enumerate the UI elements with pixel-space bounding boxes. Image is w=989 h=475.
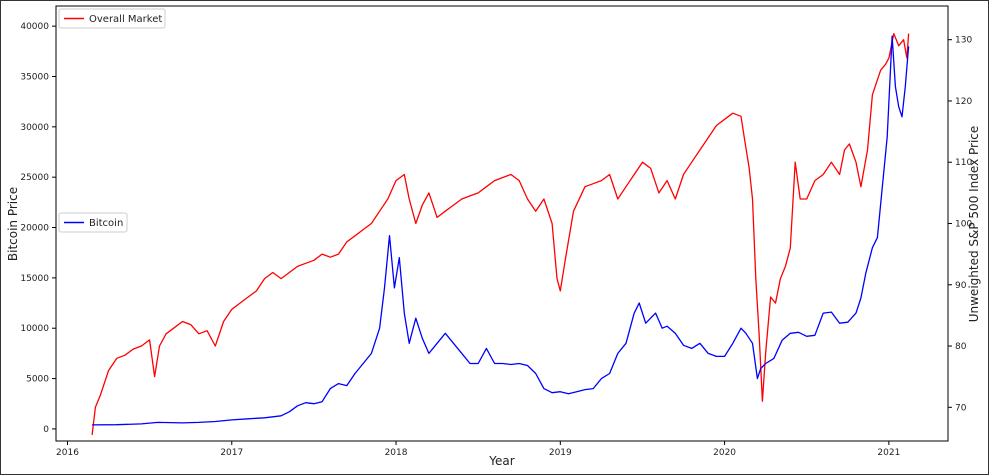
- x-tick-label: 2021: [877, 448, 900, 458]
- x-axis-label: Year: [488, 454, 514, 468]
- x-tick-label: 2017: [220, 448, 243, 458]
- right-tick-label: 70: [955, 403, 967, 413]
- x-tick-label: 2018: [385, 448, 408, 458]
- right-tick-label: 110: [955, 158, 972, 168]
- right-tick-label: 80: [955, 342, 967, 352]
- left-tick-label: 40000: [20, 22, 49, 32]
- series-line-bitcoin: [92, 35, 910, 426]
- series-layer: [91, 32, 910, 435]
- left-tick-label: 0: [43, 425, 49, 435]
- left-tick-label: 20000: [20, 224, 49, 234]
- left-tick-label: 15000: [20, 274, 49, 284]
- x-tick-label: 2019: [549, 448, 572, 458]
- series-line-overall-market: [91, 32, 910, 435]
- left-tick-label: 30000: [20, 123, 49, 133]
- legend-bitcoin: Bitcoin: [58, 212, 128, 233]
- right-tick-label: 120: [955, 97, 972, 107]
- legend-bitcoin-label: Bitcoin: [89, 218, 123, 229]
- left-axis-ticks: 0 5000 10000 15000 20000 25000 30000 35000 40000: [20, 22, 56, 435]
- legend-overall-market-label: Overall Market: [89, 14, 162, 25]
- right-tick-label: 90: [955, 281, 967, 291]
- legend-overall-market: Overall Market: [58, 8, 166, 29]
- left-tick-label: 25000: [20, 173, 49, 183]
- left-axis-label: Bitcoin Price: [6, 187, 20, 261]
- plot-area: [55, 5, 949, 442]
- left-tick-label: 35000: [20, 72, 49, 82]
- right-tick-label: 100: [955, 220, 972, 230]
- right-axis-label: Unweighted S&P 500 Index Price: [967, 126, 981, 323]
- right-axis-ticks: 70 80 90 100 110 120 130: [948, 36, 972, 413]
- x-tick-label: 2016: [56, 448, 79, 458]
- right-tick-label: 130: [955, 36, 972, 46]
- left-tick-label: 10000: [20, 324, 49, 334]
- x-axis-ticks: 2016 2017 2018 2019 2020 2021: [56, 441, 900, 458]
- x-tick-label: 2020: [713, 448, 736, 458]
- left-tick-label: 5000: [26, 375, 49, 385]
